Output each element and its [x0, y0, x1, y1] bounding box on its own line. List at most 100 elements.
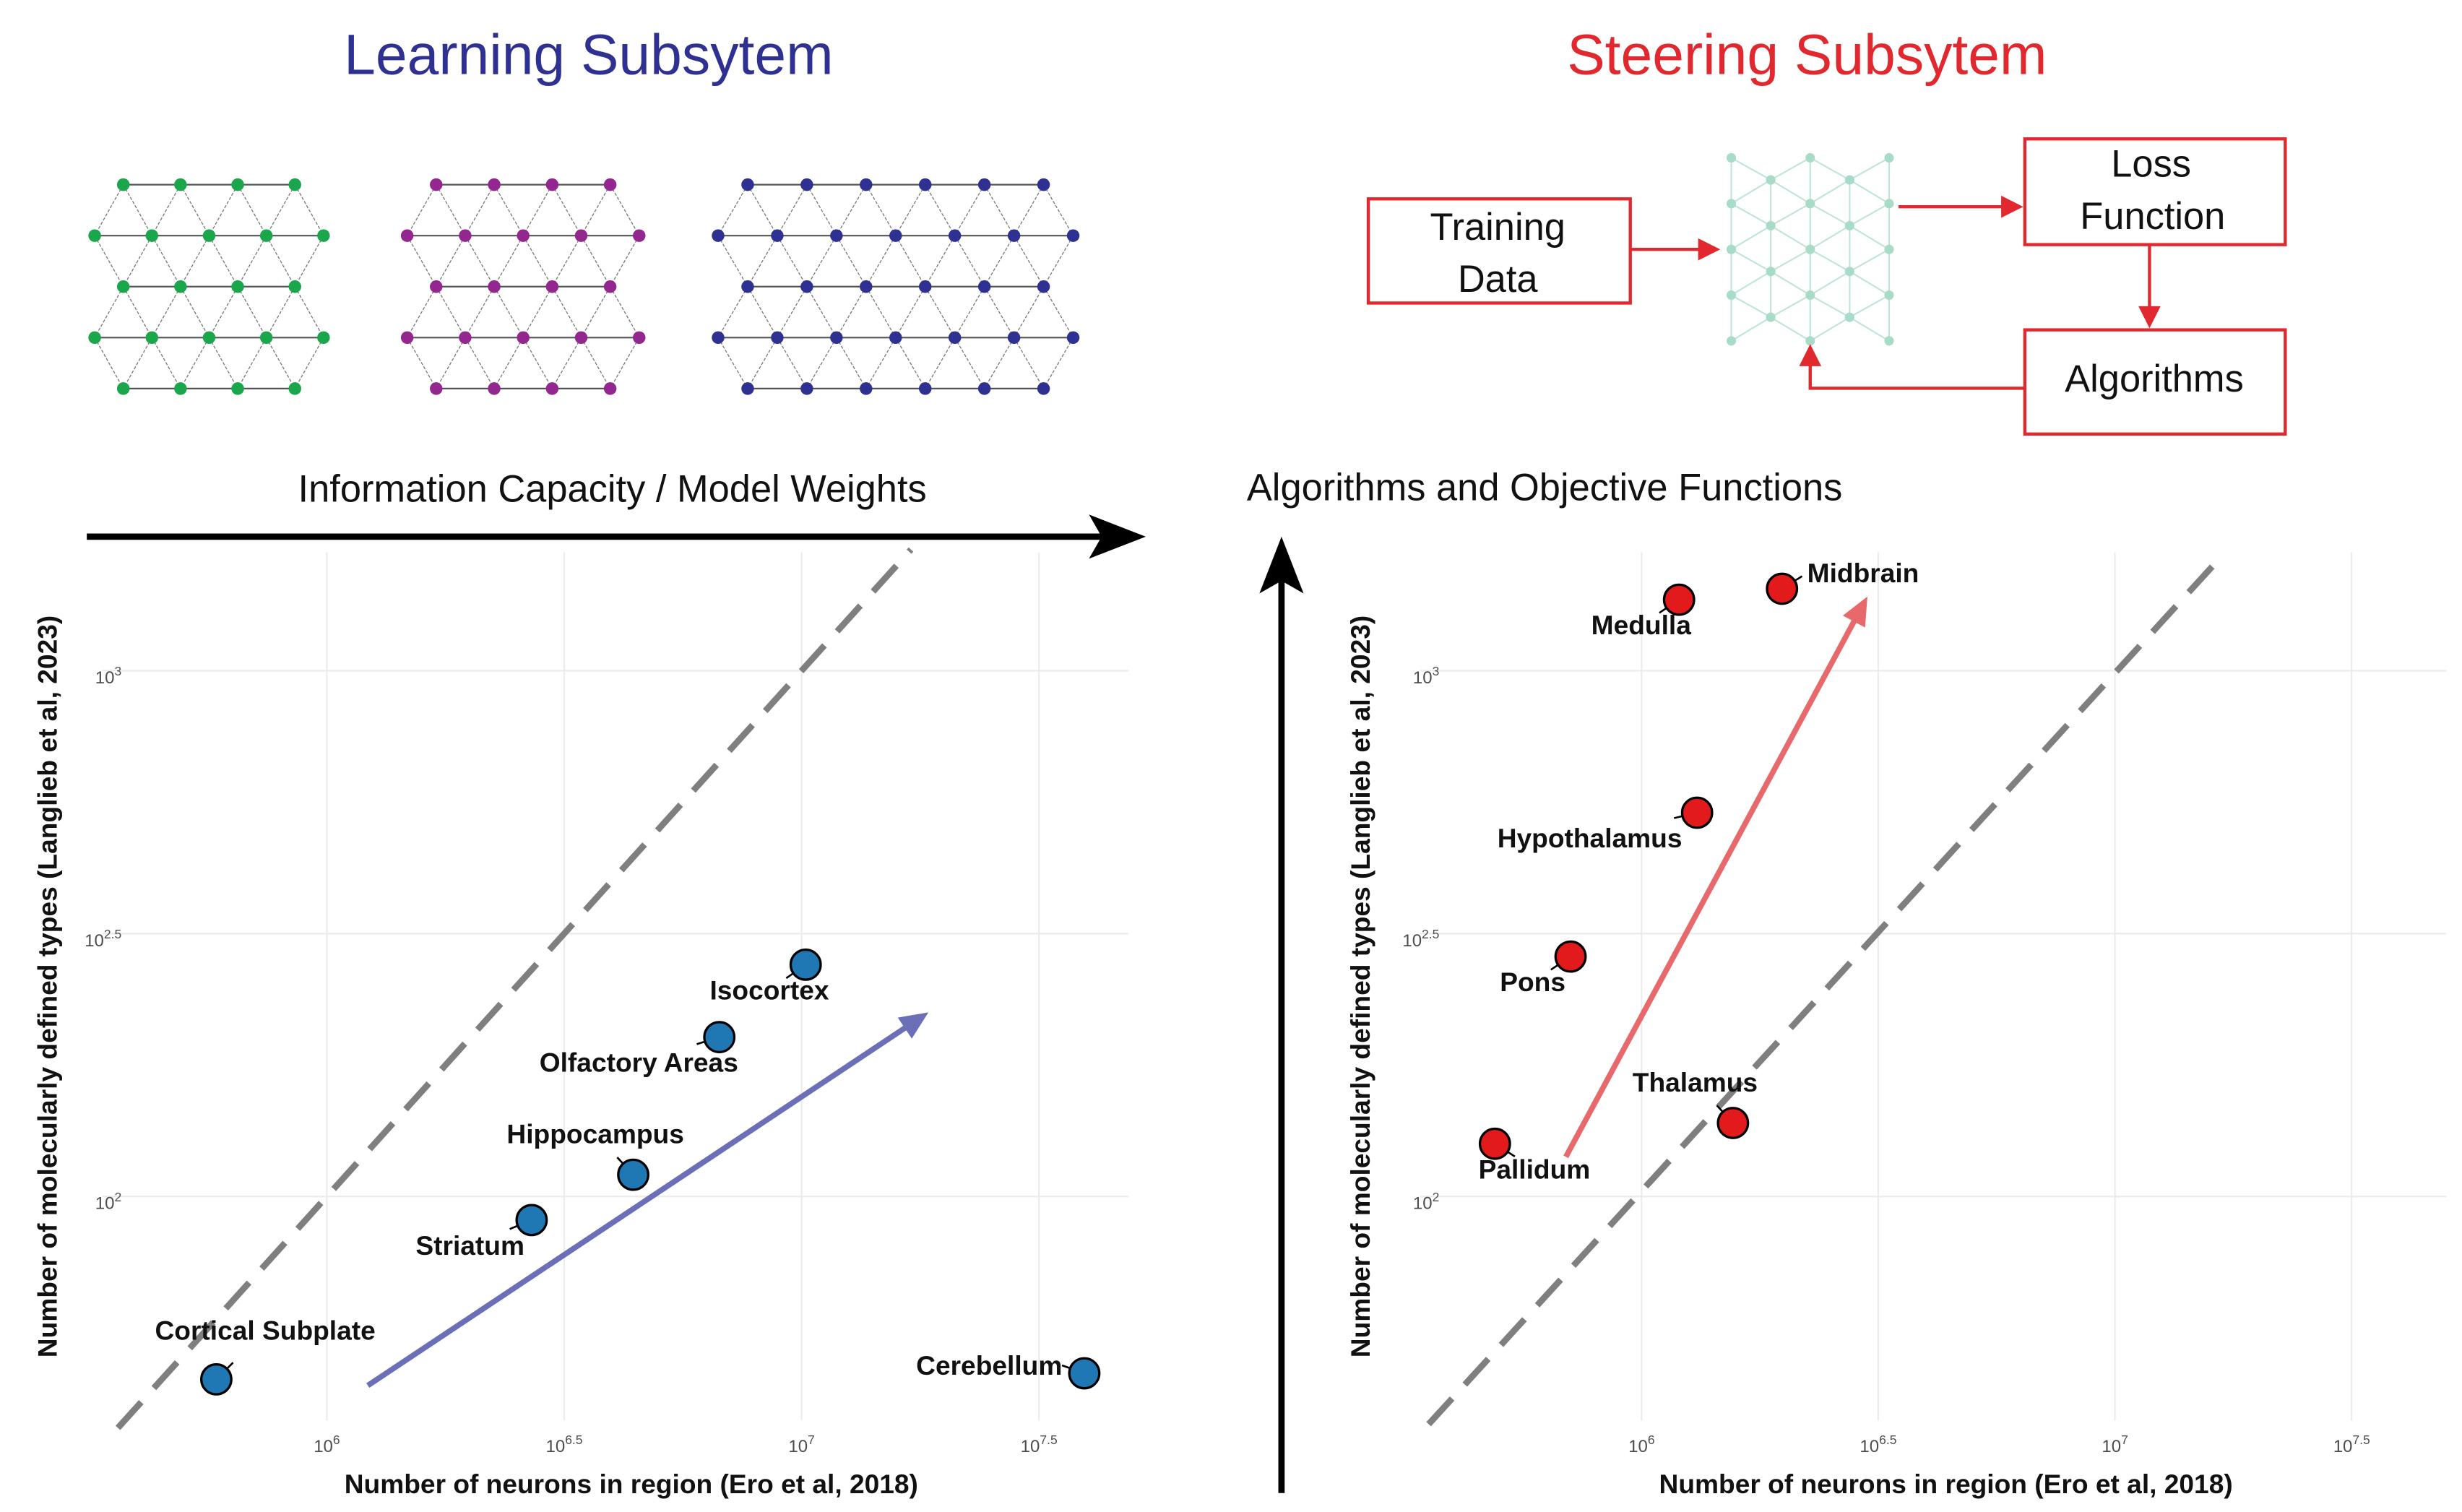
point-label: Thalamus [1633, 1067, 1758, 1097]
lattice-edge [836, 184, 867, 236]
box-text: Data [1458, 259, 1539, 301]
network-edge [1849, 294, 1890, 319]
lattice-node [517, 229, 530, 242]
lattice-node [574, 229, 588, 242]
trend-arrow [366, 1019, 917, 1388]
tick-exponent: 2.5 [1422, 927, 1439, 941]
network-node [1726, 244, 1737, 254]
lattice-edge [865, 235, 897, 288]
x-tick-label: 106.5 [1860, 1433, 1896, 1456]
lattice-edge [954, 184, 985, 236]
lattice-edge [1043, 184, 1074, 236]
lattice-edge [123, 286, 152, 338]
lattice-node [116, 280, 130, 293]
y-tick-label: 103 [1413, 664, 1439, 688]
network-edge [1810, 294, 1850, 319]
lattice-node [771, 331, 784, 345]
lattice-node [918, 280, 932, 293]
tick-exponent: 7.5 [2352, 1433, 2370, 1447]
reference-line [1426, 553, 2226, 1427]
lattice-node [889, 229, 902, 242]
lattice-edge [94, 184, 124, 236]
lattice-edge [717, 337, 748, 389]
lattice-node [459, 331, 472, 345]
lattice-node [830, 229, 843, 242]
lattice-edge [123, 337, 152, 389]
network-node [1884, 199, 1894, 209]
network-node [1844, 312, 1854, 322]
lattice-edge [580, 286, 611, 338]
lattice-node [1037, 178, 1050, 191]
lattice-edge [493, 286, 524, 338]
lattice-edge [865, 337, 897, 389]
lattice-node [741, 178, 754, 191]
point-label: Cerebellum [916, 1350, 1062, 1381]
lattice-edge [610, 235, 640, 288]
network-edge [1770, 179, 1811, 204]
lattice-edge [522, 184, 553, 236]
lattice-node [800, 382, 813, 395]
lattice-edge [925, 235, 956, 288]
lattice-edge [925, 337, 956, 389]
lattice-node [1007, 229, 1021, 242]
lattice-node [633, 331, 646, 345]
lattice-node [317, 229, 330, 242]
tick-base: 10 [1021, 1437, 1040, 1456]
lattice-edge [266, 286, 295, 338]
lattice-edge [1014, 286, 1045, 338]
lattice-node [545, 382, 559, 395]
tick-base: 10 [1413, 1194, 1433, 1214]
arrow-head [2001, 195, 2023, 218]
tick-exponent: 2.5 [104, 927, 121, 941]
network-edge [1810, 225, 1850, 251]
lattice-edge [436, 337, 466, 389]
network-edge [1730, 157, 1771, 181]
network-edge [1730, 179, 1771, 204]
network-node [1884, 244, 1894, 254]
lattice-edge [237, 286, 267, 338]
lattice-node [430, 178, 443, 191]
tick-exponent: 6 [1648, 1433, 1655, 1447]
lattice-edge [580, 184, 611, 236]
lattice-node [517, 331, 530, 345]
lattice-edge [465, 235, 495, 288]
x-tick-label: 106 [314, 1433, 340, 1456]
lattice-edge [407, 235, 437, 288]
lattice-node [231, 280, 244, 293]
lattice-edge [717, 235, 748, 288]
network-edge [1770, 225, 1811, 251]
arrow-label: Algorithms and Objective Functions [1247, 467, 1843, 509]
lattice-edge [180, 235, 210, 288]
box [1366, 197, 1632, 305]
lattice-edge [954, 235, 985, 288]
panel-title: Learning Subsytem [344, 23, 833, 87]
lattice-node [288, 280, 301, 293]
lattice-edge [717, 184, 748, 236]
flow-arrows [1630, 205, 2151, 390]
lattice-node [977, 280, 991, 293]
lattice-edge [984, 286, 1015, 338]
arrow-head [1089, 514, 1146, 559]
box [2023, 137, 2287, 246]
lattice-edge [925, 184, 956, 236]
reference-line [115, 547, 914, 1430]
tick-exponent: 3 [1433, 664, 1440, 678]
lattice-edge [806, 337, 837, 389]
tick-exponent: 2 [114, 1190, 121, 1204]
panel-title: Steering Subsytem [1567, 23, 2047, 87]
lattice-edge [208, 235, 238, 288]
network-edge [1810, 316, 1850, 342]
network-edge [1730, 225, 1771, 251]
lattice-edge [1014, 337, 1045, 389]
lattice-node [288, 178, 301, 191]
lattice-edge [94, 286, 124, 338]
lattice-edge [237, 337, 267, 389]
x-tick-label: 107 [2102, 1433, 2128, 1456]
lattice-node [603, 382, 617, 395]
lattice-edge [522, 286, 553, 338]
lattice-node [603, 178, 617, 191]
network-edge [1730, 316, 1771, 342]
tick-base: 10 [546, 1437, 566, 1456]
